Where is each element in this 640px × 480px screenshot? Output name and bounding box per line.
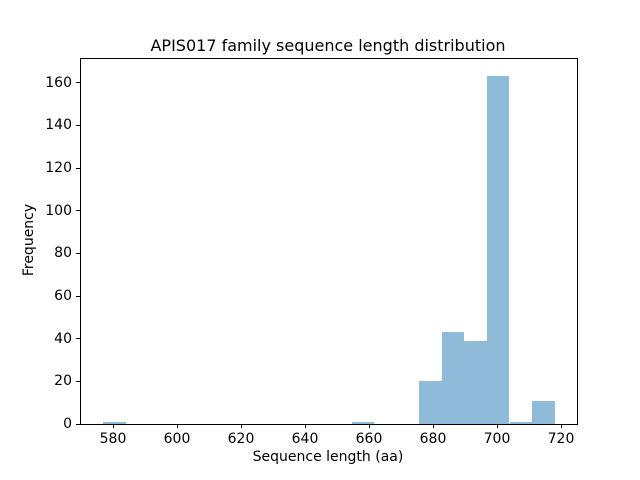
y-tick-mark xyxy=(76,423,80,425)
y-axis-label: Frequency xyxy=(21,203,37,277)
x-tick-label: 640 xyxy=(291,431,319,447)
y-tick-mark xyxy=(76,338,80,340)
x-tick-label: 720 xyxy=(547,431,575,447)
y-tick-label: 0 xyxy=(63,416,72,432)
y-tick-label: 100 xyxy=(45,202,72,219)
y-tick-label: 40 xyxy=(54,330,72,347)
chart-title: APIS017 family sequence length distribut… xyxy=(150,36,506,55)
y-tick-mark xyxy=(76,252,80,254)
x-tick-mark xyxy=(240,424,242,428)
x-tick-label: 620 xyxy=(227,431,255,447)
histogram-bar xyxy=(464,340,488,424)
y-tick-mark xyxy=(76,380,80,382)
histogram-bar xyxy=(419,381,442,424)
histogram-bar xyxy=(509,421,533,424)
x-tick-mark xyxy=(560,424,562,428)
y-tick-label: 120 xyxy=(45,160,72,177)
x-tick-label: 700 xyxy=(483,431,511,447)
histogram-bar xyxy=(487,76,510,424)
x-tick-label: 680 xyxy=(419,431,447,447)
x-axis-label: Sequence length (aa) xyxy=(252,449,404,465)
histogram-bar xyxy=(532,400,555,424)
x-tick-mark xyxy=(176,424,178,428)
y-tick-label: 160 xyxy=(45,74,72,91)
y-tick-label: 80 xyxy=(54,245,72,262)
y-tick-mark xyxy=(76,295,80,297)
y-tick-label: 20 xyxy=(54,373,72,390)
x-tick-mark xyxy=(112,424,114,428)
y-tick-mark xyxy=(76,210,80,212)
x-tick-mark xyxy=(304,424,306,428)
y-tick-mark xyxy=(76,82,80,84)
x-tick-mark xyxy=(432,424,434,428)
plot-area: 580 600 620 640 660 680 700 720 0 20 40 60 80 100 120… xyxy=(45,58,578,447)
x-tick-mark xyxy=(368,424,370,428)
y-tick-mark xyxy=(76,167,80,169)
x-tick-label: 580 xyxy=(99,431,127,447)
y-tick-mark xyxy=(76,124,80,126)
histogram-bar xyxy=(442,332,465,424)
y-tick-label: 60 xyxy=(54,288,72,304)
y-tick-label: 140 xyxy=(45,117,72,134)
histogram-bar xyxy=(351,421,375,424)
histogram-bar xyxy=(103,421,127,424)
x-tick-mark xyxy=(496,424,498,428)
x-tick-label: 660 xyxy=(355,431,383,447)
x-tick-label: 600 xyxy=(163,431,191,447)
